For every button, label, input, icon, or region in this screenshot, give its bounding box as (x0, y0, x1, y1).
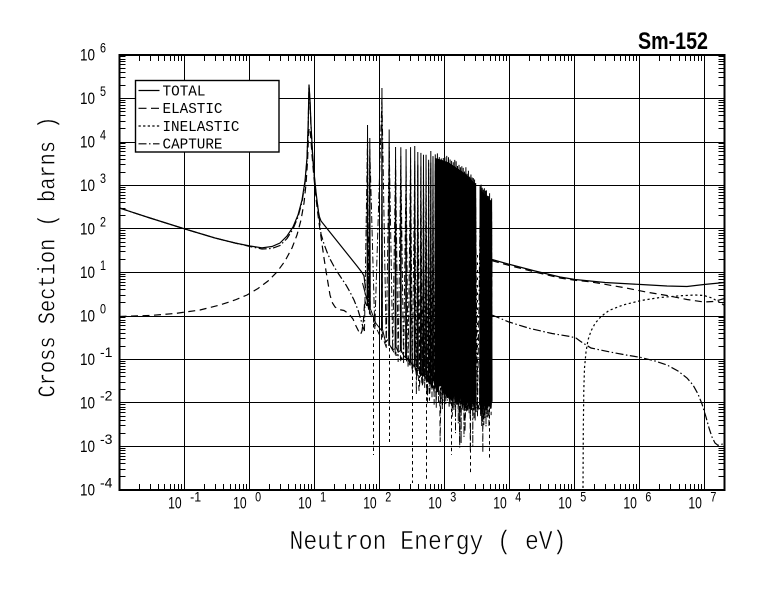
svg-text:2: 2 (100, 215, 106, 230)
svg-text:6: 6 (645, 490, 651, 505)
svg-text:10: 10 (298, 494, 312, 513)
svg-text:5: 5 (580, 490, 586, 505)
svg-text:Cross Section ( barns ): Cross Section ( barns ) (36, 117, 63, 398)
svg-text:2: 2 (385, 490, 391, 505)
svg-text:-4: -4 (100, 476, 113, 491)
svg-text:Sm-152: Sm-152 (638, 28, 708, 55)
svg-text:Neutron Energy ( eV): Neutron Energy ( eV) (290, 528, 567, 558)
svg-text:10: 10 (80, 220, 95, 239)
svg-text:CAPTURE: CAPTURE (163, 138, 223, 154)
svg-text:TOTAL: TOTAL (163, 84, 206, 100)
svg-text:4: 4 (100, 128, 106, 143)
svg-text:7: 7 (710, 490, 716, 505)
svg-text:1: 1 (320, 490, 326, 505)
svg-text:6: 6 (100, 41, 106, 56)
svg-text:10: 10 (558, 494, 572, 513)
svg-text:10: 10 (80, 394, 95, 413)
svg-text:10: 10 (80, 350, 95, 369)
svg-text:10: 10 (80, 176, 95, 195)
svg-text:4: 4 (515, 490, 521, 505)
svg-text:ELASTIC: ELASTIC (163, 102, 223, 118)
svg-text:10: 10 (233, 494, 247, 513)
svg-text:5: 5 (100, 84, 106, 99)
svg-text:3: 3 (450, 490, 456, 505)
svg-text:0: 0 (255, 490, 261, 505)
svg-text:10: 10 (80, 437, 95, 456)
svg-text:10: 10 (80, 89, 95, 108)
svg-text:INELASTIC: INELASTIC (163, 120, 240, 136)
svg-text:10: 10 (80, 46, 95, 65)
svg-text:10: 10 (623, 494, 637, 513)
svg-text:-2: -2 (100, 389, 113, 404)
svg-text:3: 3 (100, 171, 106, 186)
svg-text:-1: -1 (100, 345, 113, 360)
svg-text:10: 10 (428, 494, 442, 513)
svg-text:10: 10 (80, 307, 95, 326)
svg-text:10: 10 (363, 494, 377, 513)
svg-text:10: 10 (80, 133, 95, 152)
svg-text:1: 1 (100, 258, 106, 273)
svg-text:10: 10 (168, 494, 182, 513)
svg-text:-1: -1 (190, 490, 201, 505)
svg-text:10: 10 (80, 263, 95, 282)
svg-text:0: 0 (100, 302, 106, 317)
svg-text:10: 10 (493, 494, 507, 513)
svg-text:10: 10 (688, 494, 702, 513)
svg-text:-3: -3 (100, 432, 113, 447)
svg-text:10: 10 (80, 481, 95, 500)
